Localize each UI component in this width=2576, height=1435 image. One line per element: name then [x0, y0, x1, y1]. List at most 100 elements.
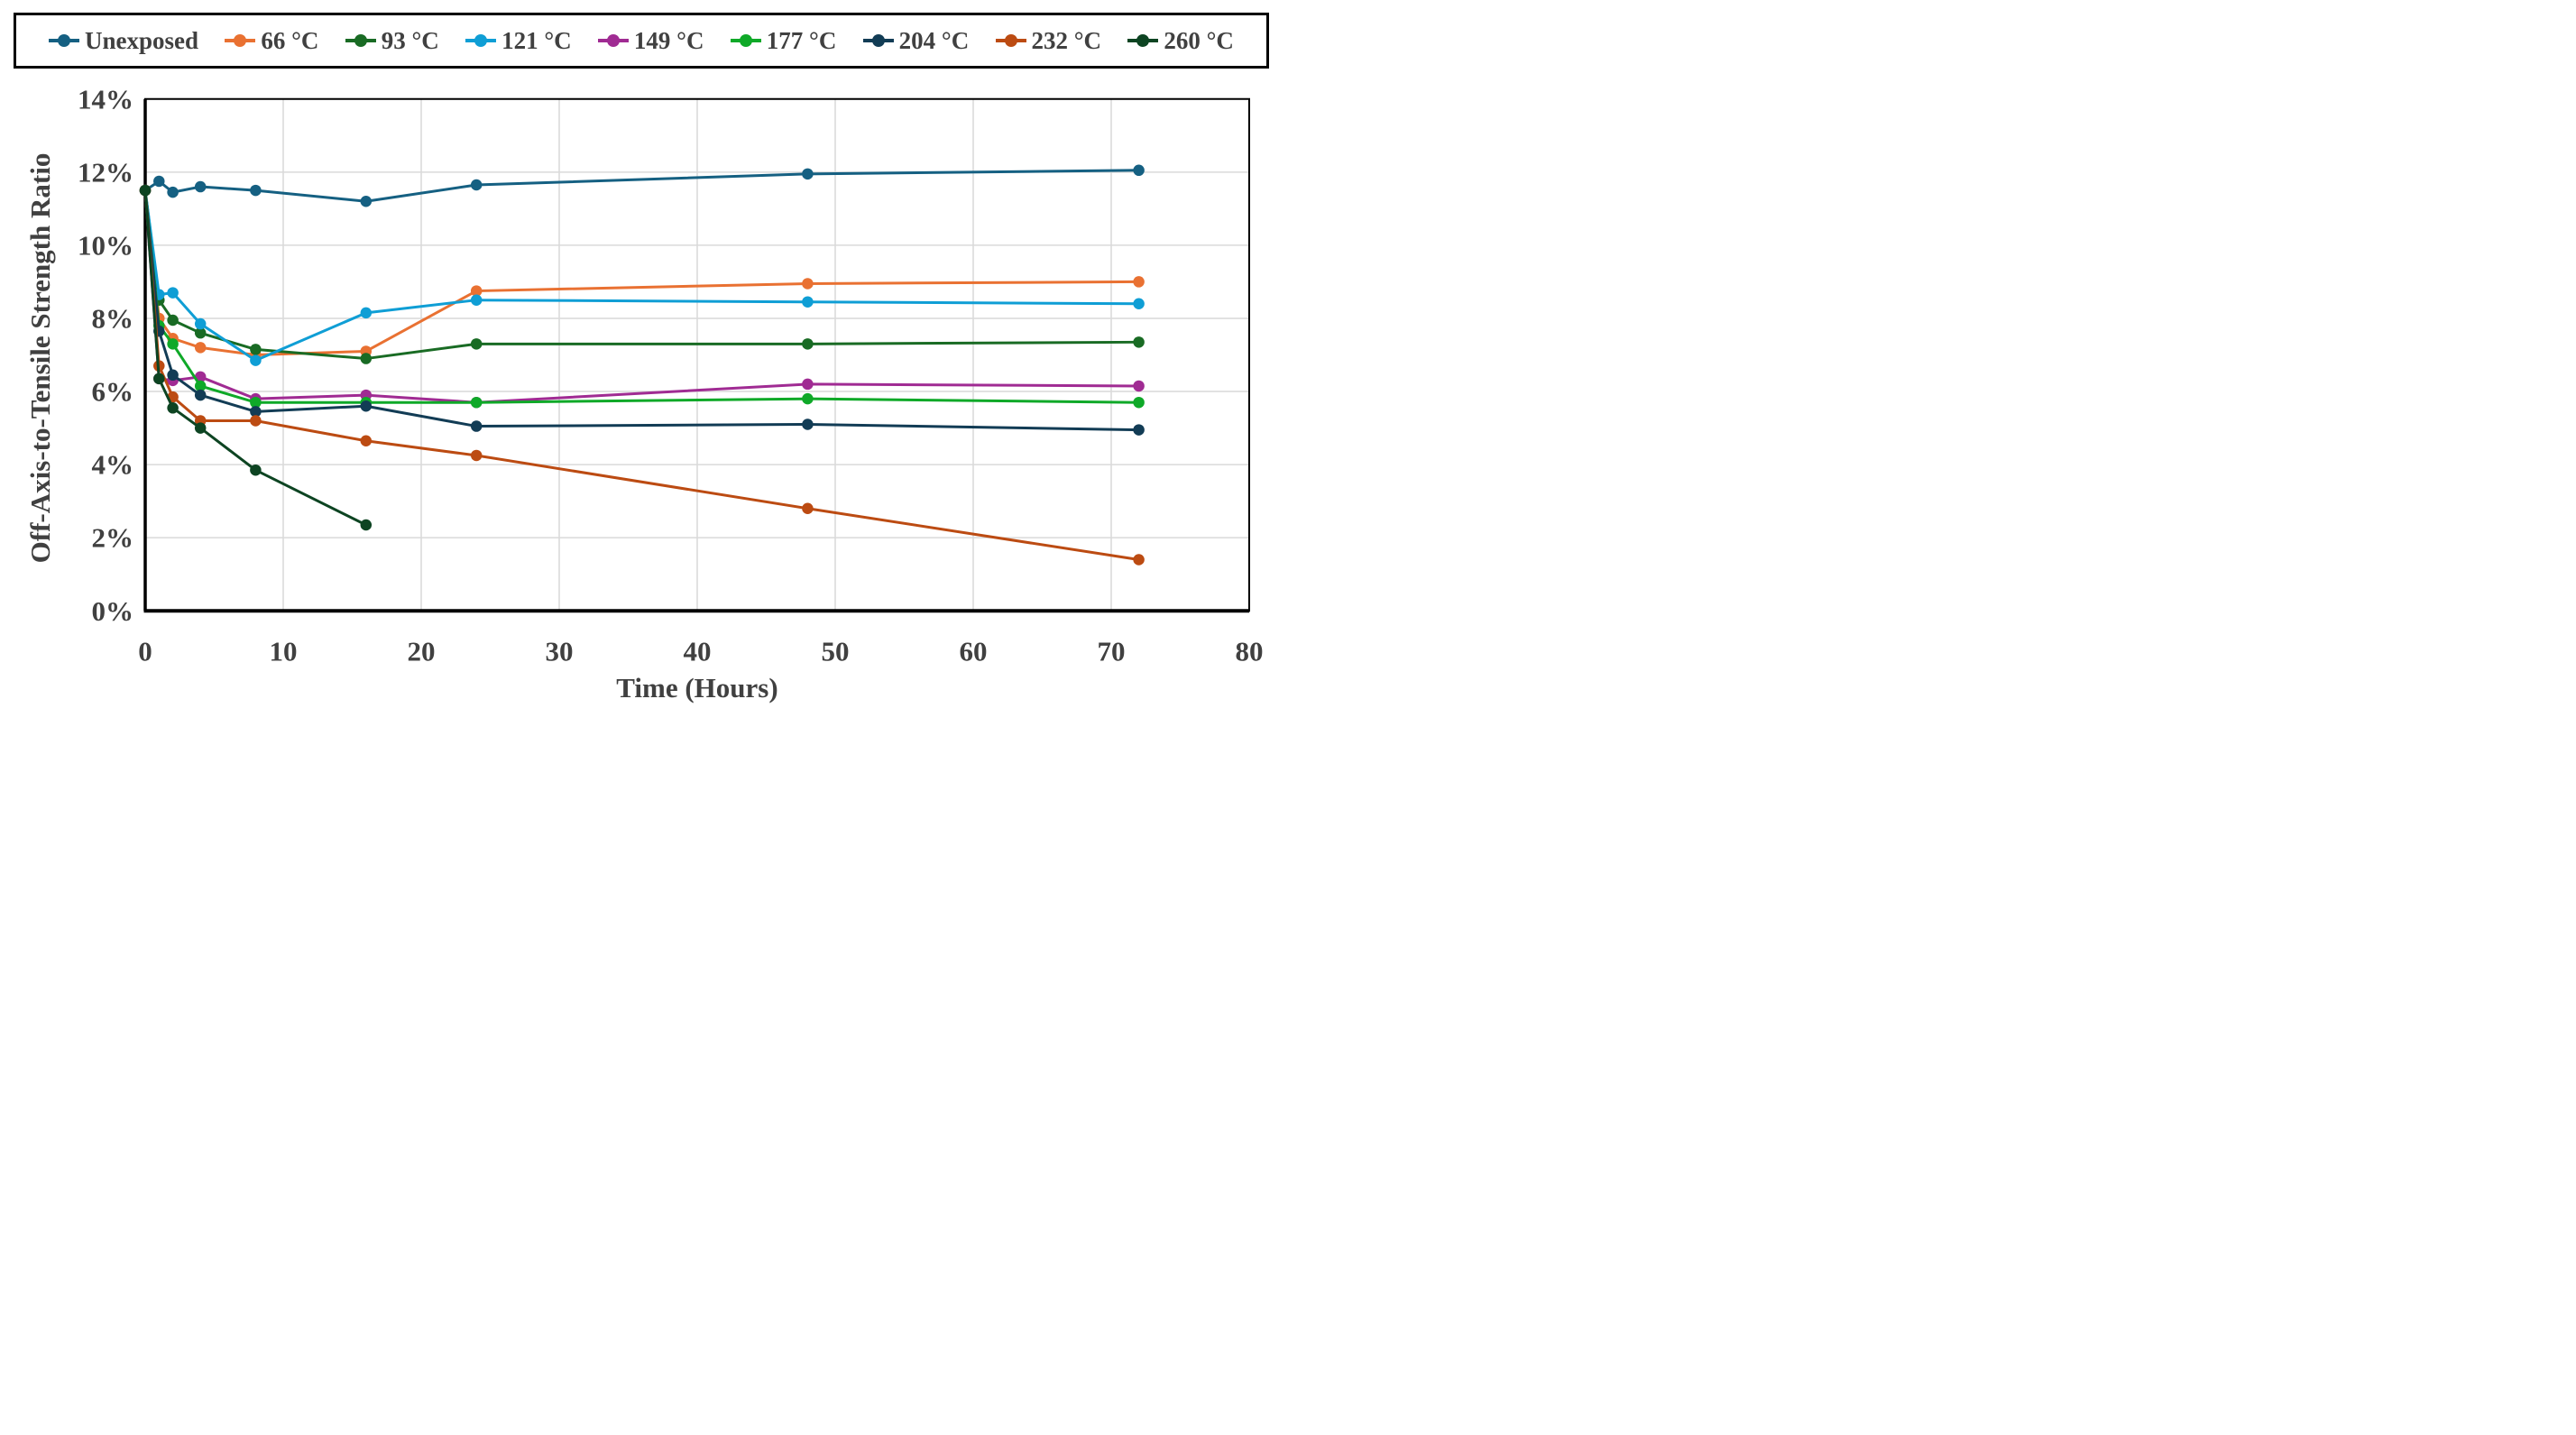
- data-point-121c-4h: [194, 317, 207, 330]
- legend-line-marker-icon: [465, 34, 497, 47]
- data-point-unexposed-8h: [250, 184, 262, 197]
- data-point-unexposed-16h: [360, 196, 373, 207]
- legend-item-66c: 66 °C: [225, 26, 319, 54]
- series-line-unexposed: [143, 169, 1141, 203]
- data-point-260c-2h: [167, 402, 179, 414]
- data-point-177c-8h: [250, 396, 262, 409]
- data-point-unexposed-4h: [194, 180, 207, 193]
- legend-line-marker-icon: [225, 34, 256, 47]
- legend-item-204c: 204 °C: [862, 26, 970, 54]
- data-point-93c-8h: [250, 344, 262, 355]
- data-point-unexposed-48h: [802, 168, 814, 180]
- data-point-177c-48h: [802, 392, 814, 405]
- data-point-260c-4h: [194, 422, 207, 434]
- data-point-121c-72h: [1133, 298, 1145, 309]
- legend-label: 93 °C: [381, 26, 439, 54]
- x-tick-label: 10: [270, 635, 298, 667]
- x-tick-label: 30: [546, 635, 574, 667]
- data-point-93c-4h: [194, 327, 207, 339]
- data-point-177c-24h: [470, 396, 483, 409]
- series-line-121c: [143, 189, 1141, 363]
- data-point-93c-72h: [1133, 336, 1145, 348]
- x-tick-label: 40: [684, 635, 712, 667]
- legend-item-93c: 93 °C: [345, 26, 439, 54]
- data-point-121c-24h: [470, 294, 483, 306]
- legend-item-232c: 232 °C: [995, 26, 1102, 54]
- data-point-232c-48h: [802, 502, 814, 514]
- data-point-121c-8h: [250, 354, 262, 366]
- data-point-unexposed-2h: [167, 186, 179, 198]
- data-point-204c-2h: [167, 369, 179, 382]
- legend-line-marker-icon: [345, 34, 376, 47]
- data-point-260c-0h: [139, 184, 152, 197]
- legend-label: 149 °C: [633, 26, 704, 54]
- y-tick-label: 8%: [92, 302, 134, 334]
- data-point-177c-72h: [1133, 396, 1145, 409]
- legend-line-marker-icon: [862, 34, 894, 47]
- data-point-204c-24h: [470, 420, 483, 432]
- legend-label: 260 °C: [1164, 26, 1234, 54]
- legend-label: 121 °C: [501, 26, 572, 54]
- data-point-232c-72h: [1133, 554, 1145, 566]
- chart-legend: Unexposed 66 °C 93 °C 121 °C 149 °C 177 °C 204…: [14, 13, 1269, 69]
- plot-area: 0% 2% 4% 6% 8% 10% 12% 14% 0 10 20 30 40 50 60 70 80: [78, 83, 1264, 667]
- data-point-unexposed-1h: [153, 175, 165, 188]
- data-point-93c-24h: [470, 338, 483, 350]
- legend-item-149c: 149 °C: [597, 26, 704, 54]
- series-line-93c: [143, 189, 1141, 361]
- legend-line-marker-icon: [49, 34, 79, 47]
- data-point-66c-48h: [802, 278, 814, 290]
- legend-item-121c: 121 °C: [465, 26, 572, 54]
- data-point-121c-48h: [802, 296, 814, 308]
- y-tick-label: 4%: [92, 449, 134, 481]
- y-tick-label: 0%: [92, 595, 134, 627]
- data-point-177c-4h: [194, 380, 207, 392]
- data-point-149c-72h: [1133, 380, 1145, 392]
- y-tick-label: 10%: [78, 229, 133, 261]
- data-point-unexposed-24h: [470, 179, 483, 191]
- x-tick-label: 70: [1098, 635, 1126, 667]
- x-tick-label: 80: [1236, 635, 1264, 667]
- data-point-204c-4h: [194, 389, 207, 401]
- y-tick-label: 14%: [78, 83, 133, 115]
- data-point-93c-16h: [360, 353, 373, 364]
- x-tick-label: 0: [138, 635, 152, 667]
- x-axis-title: Time (Hours): [616, 672, 778, 704]
- data-point-unexposed-72h: [1133, 164, 1145, 177]
- x-tick-label: 50: [822, 635, 850, 667]
- y-tick-label: 2%: [92, 522, 134, 554]
- legend-label: 177 °C: [766, 26, 837, 54]
- data-point-260c-1h: [153, 373, 165, 385]
- data-point-232c-16h: [360, 435, 373, 447]
- data-point-149c-48h: [802, 378, 814, 391]
- legend-label: 232 °C: [1031, 26, 1102, 54]
- legend-line-marker-icon: [1127, 34, 1159, 47]
- data-point-204c-8h: [250, 406, 262, 418]
- data-point-204c-48h: [802, 419, 814, 430]
- data-point-177c-2h: [167, 338, 179, 350]
- data-point-260c-16h: [360, 519, 373, 531]
- legend-line-marker-icon: [730, 34, 761, 47]
- legend-label: Unexposed: [85, 26, 199, 54]
- series-line-177c: [143, 189, 1141, 404]
- data-point-93c-2h: [167, 314, 179, 327]
- series-line-260c: [143, 189, 368, 527]
- data-point-232c-8h: [250, 415, 262, 427]
- y-tick-label: 6%: [92, 376, 134, 408]
- legend-label: 204 °C: [898, 26, 970, 54]
- data-point-66c-24h: [470, 285, 483, 297]
- data-point-232c-24h: [470, 449, 483, 462]
- data-point-66c-72h: [1133, 276, 1145, 288]
- y-tick-label: 12%: [78, 156, 133, 188]
- legend-line-marker-icon: [995, 34, 1026, 47]
- series-line-149c: [143, 189, 1141, 404]
- legend-line-marker-icon: [597, 34, 629, 47]
- data-point-121c-16h: [360, 307, 373, 319]
- legend-label: 66 °C: [261, 26, 319, 54]
- data-point-121c-2h: [167, 287, 179, 299]
- legend-item-260c: 260 °C: [1127, 26, 1234, 54]
- x-tick-label: 60: [960, 635, 988, 667]
- y-axis-title: Off-Axis-to-Tensile Strength Ratio: [24, 152, 56, 564]
- data-point-66c-4h: [194, 342, 207, 354]
- chart-figure: 0% 2% 4% 6% 8% 10% 12% 14% 0 10 20 30 40 50 60 70 80 Une…: [0, 0, 1288, 718]
